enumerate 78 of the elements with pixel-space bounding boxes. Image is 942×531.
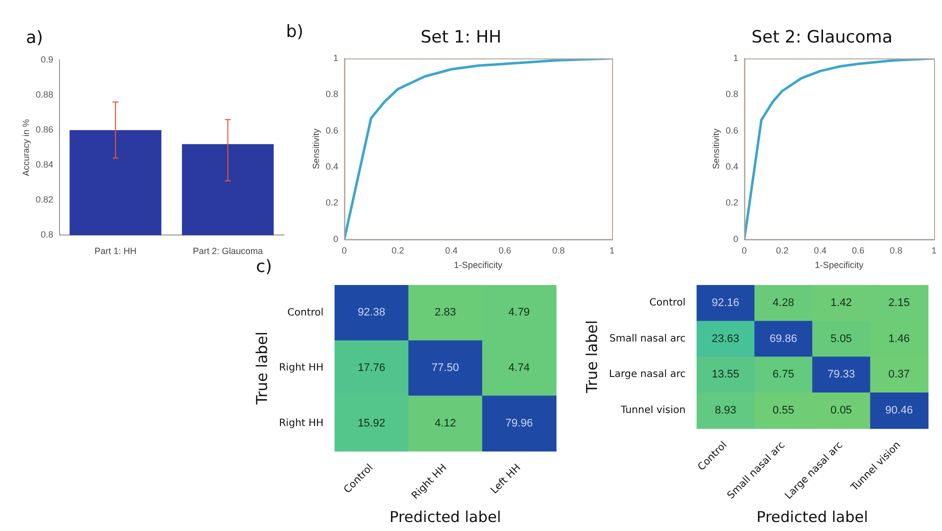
y-axis-title: Sensitivity xyxy=(310,128,321,170)
data-label: 15.92 xyxy=(358,417,386,430)
y-tick-label: 0.86 xyxy=(36,124,54,135)
y-tick-label: Tunnel vision xyxy=(620,405,686,416)
x-tick-label: 1 xyxy=(931,245,937,256)
x-tick-label: 0.4 xyxy=(814,245,826,256)
y-tick-label: 0.2 xyxy=(326,198,338,208)
y-tick-label: 0.88 xyxy=(36,90,54,100)
y-tick-label: Control xyxy=(287,307,324,318)
y-axis-title: True label xyxy=(252,332,271,406)
data-label: 4.12 xyxy=(434,417,456,430)
y-tick-label: 0.84 xyxy=(36,160,54,170)
y-tick-label: 0.4 xyxy=(726,161,738,172)
x-tick-label: Left HH xyxy=(489,462,524,496)
y-tick-label: 0.6 xyxy=(726,125,738,136)
data-label: 8.93 xyxy=(714,404,736,416)
y-tick-label: 0.82 xyxy=(36,194,54,205)
data-label: 13.55 xyxy=(712,368,740,381)
data-label: 1.42 xyxy=(830,296,852,309)
x-tick-label: 0.8 xyxy=(552,245,565,256)
y-tick-label: Small nasal arc xyxy=(609,333,686,344)
y-tick-label: 0.8 xyxy=(40,230,54,240)
data-label: 0.37 xyxy=(888,368,910,381)
y-tick-label: 0.4 xyxy=(326,161,338,172)
data-label: 90.46 xyxy=(885,404,913,416)
y-tick-label: 0.2 xyxy=(726,198,738,208)
data-label: 92.16 xyxy=(712,296,740,309)
y-tick-label: Control xyxy=(649,298,686,309)
data-label: 6.75 xyxy=(772,368,794,381)
y-axis-title: Sensitivity xyxy=(710,128,721,170)
x-tick-label: 0.2 xyxy=(776,245,789,256)
y-tick-label: 0 xyxy=(733,234,738,244)
data-label: 4.28 xyxy=(772,296,794,309)
data-label: 1.46 xyxy=(888,332,910,345)
text: b) xyxy=(286,22,304,42)
data-label: 0.05 xyxy=(830,404,852,416)
y-tick-label: 1 xyxy=(733,52,738,63)
data-label: 79.33 xyxy=(827,368,855,381)
x-tick-label: 0 xyxy=(342,245,347,256)
chart-title: Set 2: Glaucoma xyxy=(751,28,893,48)
text: a) xyxy=(26,28,44,48)
x-axis-title: Predicted label xyxy=(756,508,868,526)
data-label: 92.38 xyxy=(358,306,386,319)
y-tick-label: Large nasal arc xyxy=(609,369,686,380)
data-label: 79.96 xyxy=(505,417,533,430)
data-label: 17.76 xyxy=(358,362,386,374)
y-tick-label: 0.8 xyxy=(726,89,738,100)
x-tick-label: 0.4 xyxy=(445,245,458,256)
x-axis-title: Predicted label xyxy=(390,508,502,526)
y-tick-label: 0.9 xyxy=(40,54,54,64)
y-tick-label: 1 xyxy=(333,52,338,63)
y-tick-label: 0 xyxy=(333,234,338,244)
x-tick-label: Part 1: HH xyxy=(94,246,136,256)
data-label: 4.79 xyxy=(508,306,530,319)
x-tick-label: 0 xyxy=(742,245,747,256)
x-tick-label: 0.8 xyxy=(890,245,902,256)
data-label: 2.15 xyxy=(888,296,910,309)
y-axis-title: True label xyxy=(582,320,601,394)
chart-title: Set 1: HH xyxy=(420,28,502,48)
x-axis-title: 1-Specificity xyxy=(454,260,503,270)
y-tick-label: 0.6 xyxy=(326,125,338,136)
data-label: 2.83 xyxy=(434,306,456,319)
data-label: 4.74 xyxy=(508,362,530,374)
y-tick-label: Right HH xyxy=(278,362,324,374)
x-tick-label: 0.6 xyxy=(498,245,512,256)
x-axis-title: 1-Specificity xyxy=(814,260,864,270)
data-label: 23.63 xyxy=(712,332,740,345)
y-tick-label: 0.8 xyxy=(326,89,338,100)
x-tick-label: Part 2: Glaucoma xyxy=(192,246,263,256)
text: c) xyxy=(256,256,272,277)
data-label: 5.05 xyxy=(830,332,852,345)
y-tick-label: Right HH xyxy=(278,418,324,429)
y-axis-title: Accuracy in % xyxy=(20,119,31,176)
data-label: 0.55 xyxy=(772,404,794,416)
data-label: 77.50 xyxy=(432,362,460,374)
x-tick-label: 0.2 xyxy=(392,245,404,256)
data-label: 69.86 xyxy=(770,332,798,345)
x-tick-label: 0.6 xyxy=(852,245,864,256)
